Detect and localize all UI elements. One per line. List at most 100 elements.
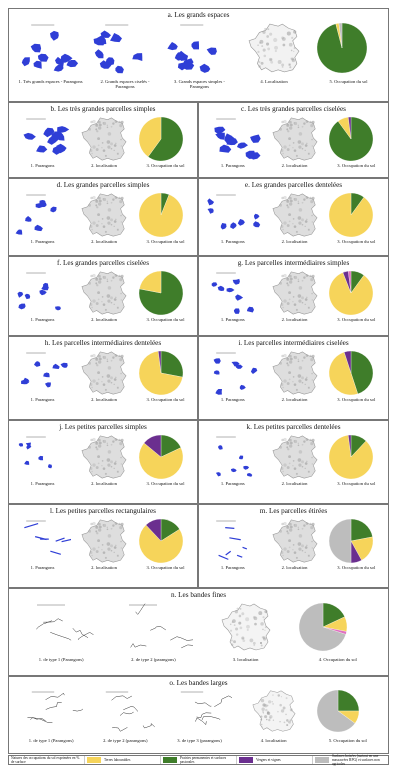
density-dot bbox=[287, 213, 291, 217]
density-dot bbox=[285, 128, 288, 131]
panel-caption: 2. localisation bbox=[281, 565, 308, 570]
density-dot bbox=[104, 556, 107, 559]
density-dot bbox=[293, 551, 296, 554]
density-dot bbox=[112, 524, 115, 527]
pie-slice bbox=[138, 524, 183, 564]
density-dot bbox=[297, 200, 299, 203]
band-shape bbox=[78, 632, 94, 640]
parcel-shape bbox=[15, 229, 22, 235]
figure-panel: 2. localisation bbox=[267, 518, 323, 570]
density-dot bbox=[291, 464, 294, 467]
density-dot bbox=[107, 450, 112, 454]
density-dot bbox=[89, 466, 93, 471]
figure-panel: 3. Occupation du sol bbox=[328, 350, 384, 402]
density-dot bbox=[302, 198, 306, 201]
panel-caption: 2. localisation bbox=[91, 565, 117, 570]
density-dot bbox=[102, 524, 105, 526]
section-b: b. Les très grandes parcelles simples 1. … bbox=[8, 102, 198, 178]
density-dot bbox=[113, 551, 115, 554]
density-dot bbox=[261, 636, 264, 639]
density-dot bbox=[279, 703, 282, 707]
density-dot bbox=[288, 144, 291, 147]
density-dot bbox=[110, 381, 113, 384]
density-dot bbox=[95, 277, 98, 280]
density-dot bbox=[261, 707, 265, 711]
density-dot bbox=[102, 225, 106, 228]
figure-panel: 3. Occupation du sol bbox=[328, 192, 384, 244]
density-dot bbox=[102, 467, 106, 470]
density-dot bbox=[97, 539, 101, 543]
density-dot bbox=[286, 466, 290, 469]
panel-caption: 4. Localisation bbox=[260, 79, 288, 84]
density-dot bbox=[253, 616, 257, 621]
density-dot bbox=[242, 639, 245, 643]
density-dot bbox=[309, 525, 313, 530]
density-dot bbox=[101, 544, 104, 546]
density-dot bbox=[95, 362, 98, 365]
density-dot bbox=[297, 528, 299, 531]
panel-caption: 3. Occupation du sol bbox=[146, 317, 185, 322]
density-dot bbox=[97, 291, 101, 295]
panel-graphic bbox=[21, 24, 78, 72]
density-dot bbox=[119, 525, 123, 530]
density-dot bbox=[298, 366, 302, 370]
density-dot bbox=[263, 54, 267, 58]
density-dot bbox=[91, 386, 93, 389]
density-dot bbox=[92, 299, 96, 303]
parcel-shape bbox=[236, 142, 248, 149]
density-dot bbox=[95, 199, 98, 202]
density-dot bbox=[238, 614, 241, 618]
density-dot bbox=[104, 388, 107, 391]
density-dot bbox=[273, 37, 278, 43]
density-dot bbox=[274, 49, 277, 53]
density-dot bbox=[113, 462, 117, 465]
density-dot bbox=[297, 202, 299, 205]
density-dot bbox=[91, 152, 93, 155]
pie-slice bbox=[329, 272, 374, 316]
density-dot bbox=[234, 627, 238, 631]
density-dot bbox=[110, 376, 113, 380]
figure-panel: 2. localisation bbox=[267, 350, 323, 402]
section-g: g. Les parcelles intermédiaires simples 1… bbox=[198, 256, 389, 336]
density-dot bbox=[286, 364, 289, 367]
density-dot bbox=[288, 220, 291, 223]
density-dot bbox=[119, 123, 123, 128]
band-shape bbox=[30, 717, 53, 724]
density-dot bbox=[101, 146, 103, 149]
density-dot bbox=[288, 378, 291, 381]
panel-graphic bbox=[298, 602, 347, 652]
density-dot bbox=[95, 302, 99, 305]
section-title: l. Les petites parcelles rectangulaires bbox=[50, 507, 156, 515]
density-dot bbox=[292, 50, 295, 53]
density-dot bbox=[310, 372, 313, 375]
density-dot bbox=[277, 60, 282, 64]
density-dot bbox=[311, 522, 315, 526]
density-dot bbox=[311, 438, 315, 442]
parcel-shape bbox=[229, 537, 241, 541]
density-dot bbox=[309, 196, 311, 199]
density-dot bbox=[120, 145, 122, 147]
density-dot bbox=[288, 546, 291, 549]
density-dot bbox=[269, 57, 273, 62]
panel-graphic bbox=[138, 192, 183, 238]
density-dot bbox=[278, 445, 282, 449]
panel-graphic bbox=[329, 350, 374, 396]
panel-caption: 1. de type 1 (Parangons) bbox=[28, 738, 74, 743]
density-dot bbox=[96, 284, 99, 287]
density-dot bbox=[262, 637, 266, 641]
parcel-shape bbox=[166, 42, 178, 51]
band-shape bbox=[181, 644, 194, 649]
panel-caption: 3. Occupation du sol bbox=[146, 397, 185, 402]
parcel-shape bbox=[53, 64, 63, 72]
density-dot bbox=[262, 616, 265, 619]
figure-panel: 3. Occupation du sol bbox=[328, 434, 384, 486]
density-dot bbox=[304, 298, 307, 301]
density-dot bbox=[293, 121, 297, 126]
density-dot bbox=[107, 132, 112, 136]
density-dot bbox=[279, 382, 283, 387]
density-dot bbox=[92, 119, 96, 124]
legend-label: Surfaces boisées (surtout en une massacr… bbox=[332, 754, 380, 766]
panel-caption: 2. de type 2 (parangons) bbox=[103, 738, 148, 743]
density-dot bbox=[297, 526, 299, 529]
density-dot bbox=[271, 694, 274, 696]
